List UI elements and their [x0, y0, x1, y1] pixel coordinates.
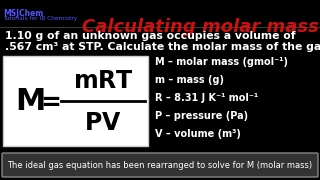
- Text: 1.10 g of an unknown gas occupies a volume of: 1.10 g of an unknown gas occupies a volu…: [5, 31, 296, 41]
- Text: m – mass (g): m – mass (g): [155, 75, 224, 85]
- Text: P – pressure (Pa): P – pressure (Pa): [155, 111, 248, 121]
- Text: M – molar mass (gmol⁻¹): M – molar mass (gmol⁻¹): [155, 57, 288, 67]
- Text: $\mathbf{=}$: $\mathbf{=}$: [36, 89, 61, 113]
- Text: .567 cm³ at STP. Calculate the molar mass of the gas.: .567 cm³ at STP. Calculate the molar mas…: [5, 42, 320, 52]
- Text: $\mathbf{PV}$: $\mathbf{PV}$: [84, 111, 122, 135]
- Text: R – 8.31 J K⁻¹ mol⁻¹: R – 8.31 J K⁻¹ mol⁻¹: [155, 93, 258, 103]
- Text: $\mathbf{mRT}$: $\mathbf{mRT}$: [73, 69, 133, 93]
- Text: Tutorials for IB Chemistry: Tutorials for IB Chemistry: [3, 16, 77, 21]
- Text: The ideal gas equation has been rearranged to solve for M (molar mass): The ideal gas equation has been rearrang…: [7, 161, 313, 170]
- Text: V – volume (m³): V – volume (m³): [155, 129, 241, 139]
- Text: Calculating molar mass: Calculating molar mass: [82, 18, 318, 36]
- Text: $\mathbf{M}$: $\mathbf{M}$: [15, 87, 44, 116]
- Text: MSJChem: MSJChem: [3, 9, 43, 18]
- FancyBboxPatch shape: [2, 153, 318, 177]
- Bar: [3, 56, 148, 146]
